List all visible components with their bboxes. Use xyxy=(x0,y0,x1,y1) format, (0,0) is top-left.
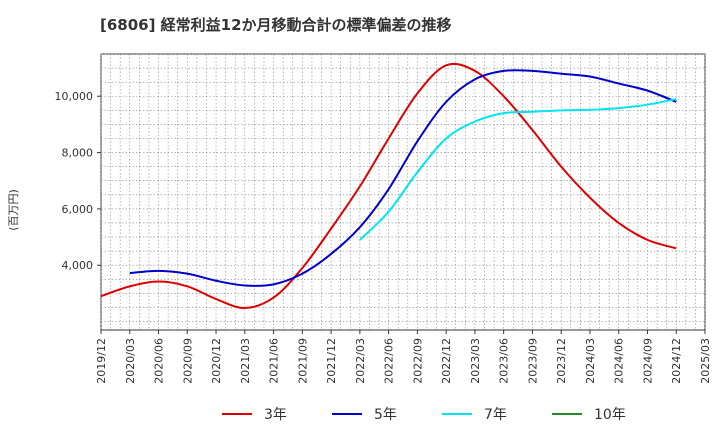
x-tick-label: 2019/12 xyxy=(95,338,108,384)
x-tick-label: 2020/09 xyxy=(181,338,194,384)
x-tick-label: 2020/03 xyxy=(124,338,137,384)
legend-label-2: 5年 xyxy=(374,407,397,423)
x-tick-label: 2023/03 xyxy=(469,338,482,384)
y-axis-label: (百万円) xyxy=(7,189,20,231)
series-line-3 xyxy=(359,98,677,241)
y-tick-label: 8,000 xyxy=(62,147,94,160)
x-tick-label: 2021/09 xyxy=(296,338,309,384)
chart-title: [6806] 経常利益12か月移動合計の標準偏差の推移 xyxy=(100,16,452,34)
x-tick-label: 2022/09 xyxy=(411,338,424,384)
grid xyxy=(100,53,706,330)
y-axis-ticks: 4,000 6,000 8,000 10,000 xyxy=(55,90,101,272)
series-line-1 xyxy=(100,62,677,310)
x-tick-label: 2024/06 xyxy=(613,338,626,384)
legend: 3年 5年 7年 10年 xyxy=(222,407,626,423)
x-tick-label: 2024/12 xyxy=(670,338,683,384)
x-tick-label: 2023/12 xyxy=(555,338,568,384)
x-tick-label: 2021/06 xyxy=(268,338,281,384)
y-tick-label: 4,000 xyxy=(62,259,94,272)
series-line-2 xyxy=(129,69,677,287)
x-tick-label: 2020/06 xyxy=(153,338,166,384)
x-tick-label: 2022/03 xyxy=(354,338,367,384)
x-tick-label: 2022/12 xyxy=(440,338,453,384)
y-tick-label: 6,000 xyxy=(62,203,94,216)
x-tick-label: 2024/09 xyxy=(641,338,654,384)
legend-label-1: 3年 xyxy=(264,407,287,423)
x-tick-label: 2020/12 xyxy=(210,338,223,384)
x-axis-ticks: 2019/12 2020/03 2020/06 2020/09 2020/12 2021/… xyxy=(95,330,712,384)
series-lines xyxy=(100,62,677,310)
x-tick-label: 2024/03 xyxy=(584,338,597,384)
x-tick-label: 2022/06 xyxy=(383,338,396,384)
legend-label-4: 10年 xyxy=(594,407,626,423)
x-tick-label: 2021/12 xyxy=(325,338,338,384)
legend-label-3: 7年 xyxy=(484,407,507,423)
x-tick-label: 2025/03 xyxy=(699,338,712,384)
x-tick-label: 2023/09 xyxy=(526,338,539,384)
x-tick-label: 2023/06 xyxy=(498,338,511,384)
y-tick-label: 10,000 xyxy=(55,90,94,103)
x-tick-label: 2021/03 xyxy=(239,338,252,384)
